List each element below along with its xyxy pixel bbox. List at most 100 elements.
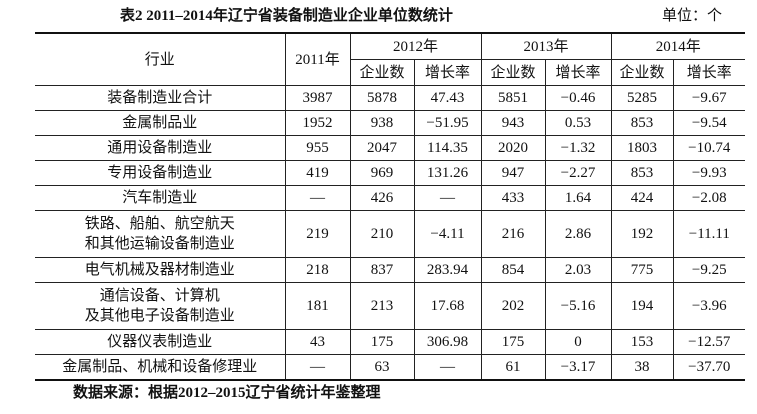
value-cell: 219: [284, 210, 351, 258]
value-cell: 213: [349, 282, 415, 330]
value-cell: 202: [480, 282, 546, 330]
value-cell: 114.35: [413, 135, 482, 161]
value-cell: 175: [480, 329, 546, 355]
industry-line: 装备制造业合计: [107, 90, 213, 106]
industry-cell: 铁路、船舶、航空航天 和其他运输设备制造业: [35, 210, 286, 258]
value-cell: 43: [284, 329, 351, 355]
table-row: 电气机械及器材制造业 218 837 283.94 854 2.03 775 −9.25: [35, 257, 746, 283]
table-row: 仪器仪表制造业 43 175 306.98 175 0 153 −12.57: [35, 329, 746, 355]
value-cell: 1952: [284, 110, 351, 136]
value-cell: −3.17: [544, 354, 612, 381]
value-cell: 1803: [610, 135, 674, 161]
value-cell: 216: [480, 210, 546, 258]
value-cell: 426: [349, 185, 415, 211]
industry-line: 汽车制造业: [122, 190, 198, 206]
header-cell: 行业: [35, 32, 286, 86]
value-cell: −9.93: [672, 160, 746, 186]
value-cell: 3987: [284, 85, 351, 111]
value-cell: −0.46: [544, 85, 612, 111]
value-cell: 0: [544, 329, 612, 355]
table-row: 汽车制造业 —426—433 1.64 424 −2.08: [35, 185, 746, 211]
value-cell: 2020: [480, 135, 546, 161]
value-cell: 61: [480, 354, 546, 381]
value-cell: 153: [610, 329, 674, 355]
value-cell: 17.68: [413, 282, 482, 330]
header-cell: 2013年: [480, 32, 612, 60]
value-cell: −2.27: [544, 160, 612, 186]
value-cell: −9.25: [672, 257, 746, 283]
value-cell: 181: [284, 282, 351, 330]
value-cell: −4.11: [413, 210, 482, 258]
industry-cell: 通用设备制造业: [35, 135, 286, 161]
value-cell: 283.94: [413, 257, 482, 283]
value-cell: —: [413, 185, 482, 211]
value-cell: 433: [480, 185, 546, 211]
table-title: 表2 2011–2014年辽宁省装备制造业企业单位数统计: [120, 8, 453, 24]
value-cell: 192: [610, 210, 674, 258]
value-cell: —: [413, 354, 482, 381]
value-cell: 955: [284, 135, 351, 161]
table-body: 行业 2011年 2012年 2013年 2014年 企业数 增长率 企业数 增长率 企业数 增长率…: [35, 32, 746, 381]
industry-line: 专用设备制造业: [107, 165, 213, 181]
value-cell: 947: [480, 160, 546, 186]
industry-line: 及其他电子设备制造业: [84, 308, 235, 324]
value-cell: −2.08: [672, 185, 746, 211]
value-cell: −10.74: [672, 135, 746, 161]
value-cell: 175: [349, 329, 415, 355]
table-row: 通信设备、计算机 及其他电子设备制造业 181 213 17.68 202 −5.16 194…: [35, 282, 746, 330]
industry-cell: 仪器仪表制造业: [35, 329, 286, 355]
table-row: 金属制品业 1952 938 −51.95 943 0.53 853 −9.54: [35, 110, 746, 136]
value-cell: 218: [284, 257, 351, 283]
value-cell: 854: [480, 257, 546, 283]
value-cell: −9.54: [672, 110, 746, 136]
header-cell: 2012年: [349, 32, 482, 60]
industry-line: 电气机械及器材制造业: [84, 262, 235, 278]
value-cell: 131.26: [413, 160, 482, 186]
value-cell: 2.86: [544, 210, 612, 258]
value-cell: −11.11: [672, 210, 746, 258]
industry-line: 金属制品业: [122, 115, 198, 131]
value-cell: 1.64: [544, 185, 612, 211]
value-cell: 853: [610, 160, 674, 186]
value-cell: 853: [610, 110, 674, 136]
value-cell: 47.43: [413, 85, 482, 111]
table-row: 铁路、船舶、航空航天 和其他运输设备制造业 219 210 −4.11 216 2.86 19…: [35, 210, 746, 258]
table-row: 装备制造业合计 3987 5878 47.43 5851 −0.46 5285 −9.67: [35, 85, 746, 111]
value-cell: 969: [349, 160, 415, 186]
table-row: 专用设备制造业 419 969 131.26 947 −2.27 853 −9.93: [35, 160, 746, 186]
value-cell: —: [284, 354, 351, 381]
value-cell: −9.67: [672, 85, 746, 111]
industry-cell: 汽车制造业: [35, 185, 286, 211]
unit-label: 单位：个: [662, 8, 723, 24]
industry-line: 通信设备、计算机: [99, 288, 220, 304]
value-cell: 2.03: [544, 257, 612, 283]
value-cell: 5851: [480, 85, 546, 111]
value-cell: 210: [349, 210, 415, 258]
industry-line: 仪器仪表制造业: [107, 334, 213, 350]
value-cell: −1.32: [544, 135, 612, 161]
subheader-cell: 增长率: [413, 59, 482, 86]
industry-cell: 通信设备、计算机 及其他电子设备制造业: [35, 282, 286, 330]
value-cell: −5.16: [544, 282, 612, 330]
table-row: 金属制品、机械和设备修理业 —63—61 −3.17 38 −37.70: [35, 354, 746, 381]
header-row: 行业 2011年 2012年 2013年 2014年: [35, 32, 746, 86]
data-table: 行业 2011年 2012年 2013年 2014年 企业数 增长率 企业数 增长率 企业数 增长率…: [35, 32, 746, 381]
value-cell: 424: [610, 185, 674, 211]
industry-cell: 金属制品、机械和设备修理业: [35, 354, 286, 381]
value-cell: 306.98: [413, 329, 482, 355]
header-cell: 2011年: [284, 32, 351, 86]
industry-cell: 金属制品业: [35, 110, 286, 136]
industry-line: 铁路、船舶、航空航天: [84, 216, 235, 232]
subheader-cell: 增长率: [544, 59, 612, 86]
value-cell: 5878: [349, 85, 415, 111]
value-cell: 943: [480, 110, 546, 136]
value-cell: −3.96: [672, 282, 746, 330]
value-cell: 63: [349, 354, 415, 381]
value-cell: 938: [349, 110, 415, 136]
value-cell: 38: [610, 354, 674, 381]
value-cell: —: [284, 185, 351, 211]
value-cell: −12.57: [672, 329, 746, 355]
subheader-cell: 企业数: [350, 59, 415, 86]
header-cell: 2014年: [610, 32, 746, 60]
